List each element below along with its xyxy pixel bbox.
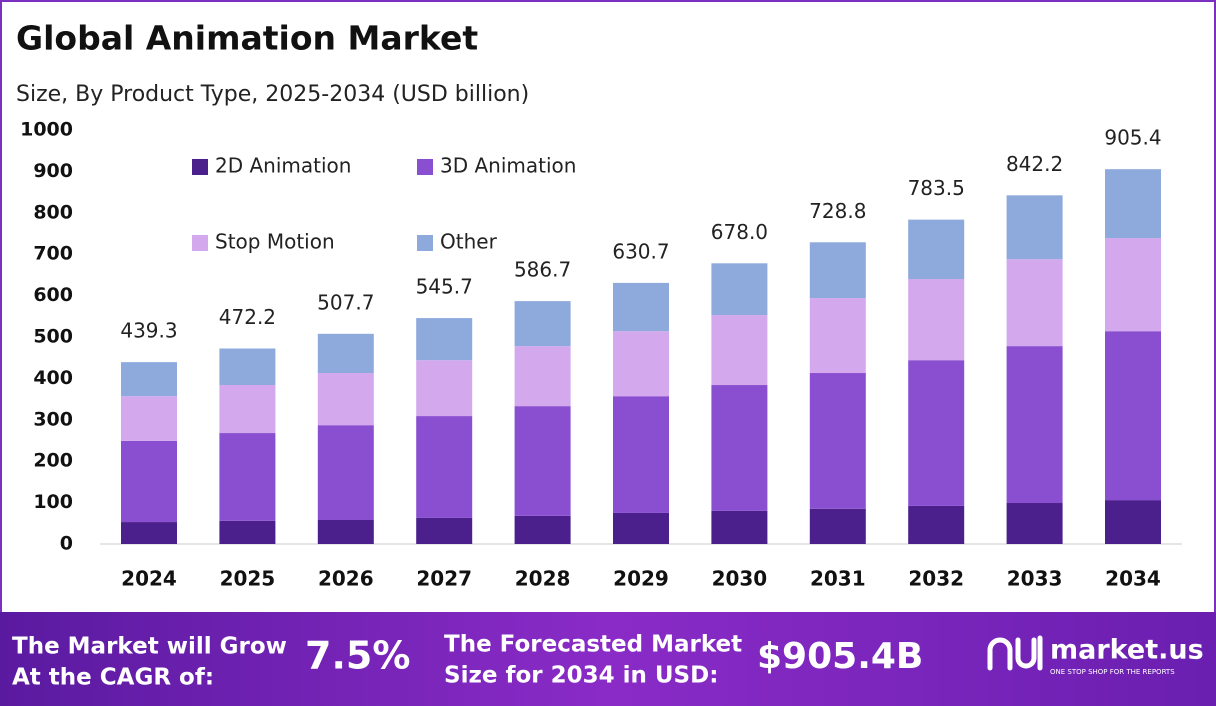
y-tick-label: 1000 — [20, 119, 73, 141]
bar-segment — [219, 385, 276, 434]
legend-label: 2D Animation — [215, 154, 351, 178]
bar-segment — [809, 298, 866, 374]
bar-segment — [1006, 259, 1063, 347]
legend-swatch — [417, 159, 433, 175]
x-tick-label: 2031 — [810, 567, 866, 591]
x-tick-label: 2028 — [515, 567, 571, 591]
bar-segment — [711, 315, 768, 386]
bar-segment — [514, 515, 571, 544]
total-label: 783.5 — [908, 176, 965, 200]
bar-segment — [613, 282, 669, 332]
bar-segment — [1006, 195, 1063, 260]
legend-label: 3D Animation — [440, 154, 576, 178]
brand: market.us — [1050, 635, 1204, 666]
bar-segment — [809, 373, 866, 509]
y-tick-label: 200 — [33, 450, 73, 472]
bar-segment — [317, 519, 374, 544]
bar-segment — [711, 385, 768, 511]
bar-segment — [1006, 346, 1063, 504]
bar-segment — [908, 360, 965, 506]
bar-segment — [809, 508, 866, 544]
bar-segment — [908, 279, 965, 361]
y-tick-label: 100 — [33, 491, 73, 513]
bar-segment — [317, 425, 374, 520]
bar-segment — [1006, 503, 1063, 544]
bar-segment — [613, 396, 669, 513]
y-tick-label: 800 — [33, 201, 73, 223]
bar-segment — [809, 242, 866, 299]
chart-subtitle: Size, By Product Type, 2025-2034 (USD bi… — [16, 82, 529, 107]
bar-segment — [121, 396, 177, 441]
bar-segment — [514, 346, 571, 407]
bar-segment — [711, 510, 768, 544]
total-label: 728.8 — [809, 199, 866, 223]
x-tick-label: 2032 — [908, 567, 964, 591]
bar-segment — [514, 406, 571, 516]
y-tick-label: 600 — [33, 284, 73, 306]
bar-segment — [416, 360, 473, 417]
x-tick-label: 2027 — [416, 567, 472, 591]
y-tick-label: 0 — [60, 533, 73, 555]
legend-label: Stop Motion — [215, 230, 335, 254]
bar-segment — [121, 440, 177, 523]
footer-cagr-value: 7.5% — [305, 634, 410, 678]
total-label: 507.7 — [317, 290, 374, 314]
bar-segment — [121, 362, 177, 397]
bar-segment — [613, 512, 669, 544]
x-tick-label: 2033 — [1007, 567, 1063, 591]
legend-label: Other — [440, 230, 498, 254]
x-tick-label: 2026 — [318, 567, 374, 591]
x-tick-label: 2029 — [613, 567, 669, 591]
bar-segment — [416, 517, 473, 544]
bar-segment — [219, 348, 276, 386]
footer-forecast-value: $905.4B — [757, 636, 923, 677]
legend-swatch — [192, 159, 208, 175]
bar-segment — [908, 219, 965, 280]
bar-segment — [317, 373, 374, 426]
footer-forecast-text: Size for 2034 in USD: — [444, 663, 718, 689]
bar-segment — [1105, 238, 1161, 332]
y-tick-label: 900 — [33, 160, 73, 182]
bar-segment — [416, 416, 473, 518]
x-tick-label: 2025 — [220, 567, 276, 591]
footer-cagr-text: The Market will Grow — [12, 634, 287, 660]
bar-segment — [514, 301, 571, 347]
x-tick-label: 2030 — [712, 567, 768, 591]
bar-segment — [1105, 500, 1161, 544]
bar-segment — [219, 520, 276, 544]
y-tick-label: 300 — [33, 408, 73, 430]
total-label: 545.7 — [416, 275, 473, 299]
y-tick-label: 400 — [33, 367, 73, 389]
bar-segment — [908, 505, 965, 544]
bar-segment — [121, 522, 177, 544]
y-tick-label: 500 — [33, 326, 73, 348]
footer-forecast-text: The Forecasted Market — [444, 632, 742, 658]
y-tick-label: 700 — [33, 243, 73, 265]
legend-swatch — [192, 235, 208, 251]
logo-icon — [987, 635, 1043, 671]
total-label: 439.3 — [120, 319, 177, 343]
x-tick-label: 2024 — [121, 567, 177, 591]
total-label: 678.0 — [711, 220, 768, 244]
bar-segment — [1105, 169, 1161, 239]
x-tick-label: 2034 — [1105, 567, 1161, 591]
tagline: ONE STOP SHOP FOR THE REPORTS — [1050, 668, 1175, 676]
footer-band — [0, 612, 1216, 706]
bar-segment — [1105, 331, 1161, 501]
bar-segment — [219, 433, 276, 521]
legend-swatch — [417, 235, 433, 251]
footer-cagr-text: At the CAGR of: — [12, 665, 214, 691]
total-label: 905.4 — [1104, 126, 1161, 150]
total-label: 586.7 — [514, 258, 571, 282]
total-label: 472.2 — [219, 305, 276, 329]
bar-segment — [711, 263, 768, 316]
total-label: 842.2 — [1006, 152, 1063, 176]
bar-segment — [317, 333, 374, 374]
total-label: 630.7 — [612, 239, 669, 263]
chart-title: Global Animation Market — [16, 19, 478, 58]
bar-segment — [416, 318, 473, 361]
bar-segment — [613, 331, 669, 397]
